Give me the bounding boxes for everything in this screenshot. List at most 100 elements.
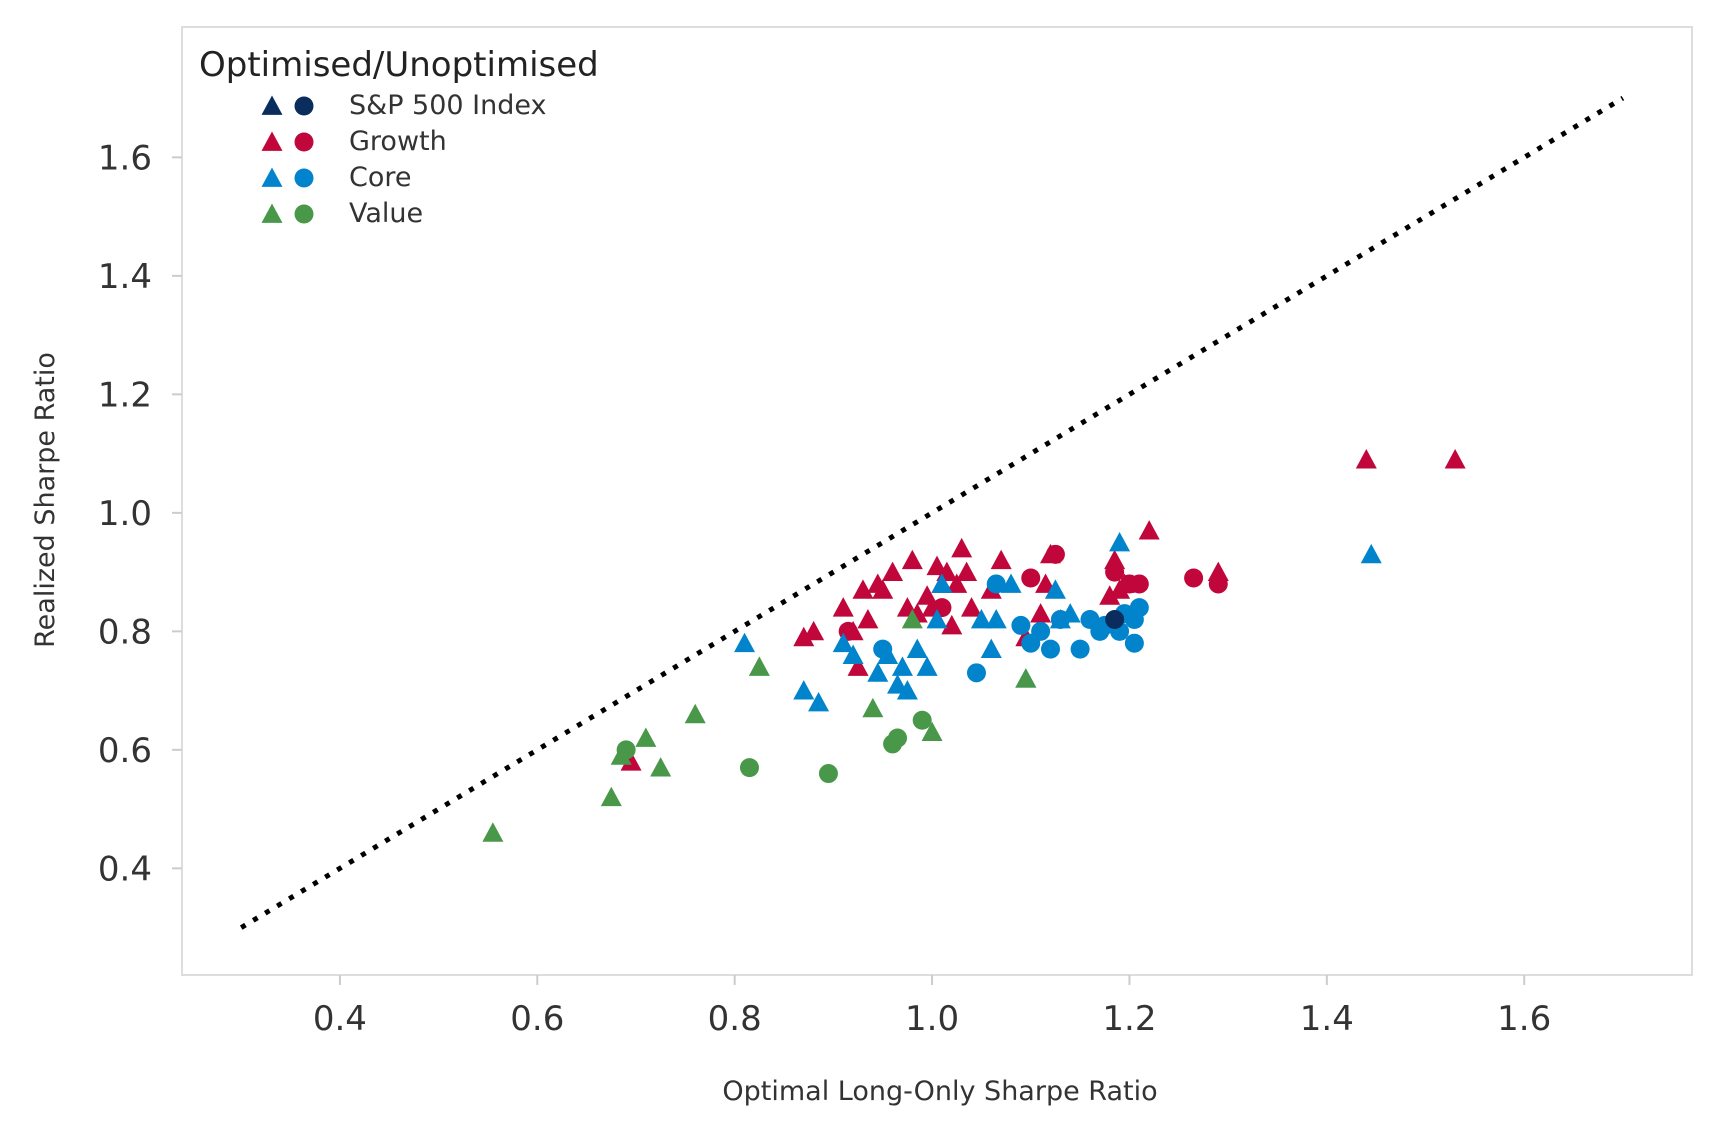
growth-triangle-point — [1444, 449, 1466, 469]
s-p-500-index-circle-point — [1105, 610, 1125, 629]
core-triangle-point — [931, 573, 953, 593]
core-triangle-point — [808, 691, 830, 712]
core-triangle-point — [842, 644, 864, 664]
legend-circle-marker — [294, 168, 314, 188]
growth-triangle-point — [857, 609, 879, 629]
legend-label-value: Value — [349, 198, 423, 229]
core-triangle-point — [1000, 573, 1022, 593]
value-circle-point — [818, 764, 838, 784]
growth-triangle-point — [946, 573, 968, 593]
y-axis-title: Realized Sharpe Ratio — [30, 352, 61, 648]
value-triangle-point — [748, 656, 770, 676]
growth-triangle-point — [793, 626, 815, 647]
growth-circle-point — [1021, 568, 1041, 588]
core-triangle-point — [926, 609, 948, 629]
value-triangle-point — [862, 697, 884, 718]
core-circle-point — [966, 663, 986, 683]
x-tick-label: 1.4 — [1300, 999, 1354, 1039]
growth-triangle-point — [852, 579, 874, 599]
growth-triangle-point — [1099, 585, 1121, 605]
growth-circle-point — [1208, 574, 1228, 594]
core-triangle-point — [985, 609, 1007, 629]
growth-triangle-point — [620, 751, 642, 771]
growth-triangle-point — [1355, 449, 1377, 469]
value-triangle-point — [1015, 668, 1037, 688]
value-triangle-point — [650, 757, 672, 777]
core-triangle-point — [1044, 579, 1066, 599]
growth-triangle-point — [1138, 520, 1160, 540]
legend-triangle-marker — [261, 131, 283, 151]
legend-title: Optimised/Unoptimised — [199, 45, 599, 85]
core-circle-point — [873, 639, 893, 659]
core-triangle-point — [891, 656, 913, 676]
legend-markers — [261, 95, 314, 224]
growth-triangle-point — [1030, 603, 1052, 623]
value-circle-point — [616, 740, 636, 760]
core-triangle-point — [832, 632, 854, 653]
x-tick-label: 0.6 — [510, 999, 564, 1039]
growth-triangle-point — [901, 549, 923, 570]
x-tick-label: 1.6 — [1497, 999, 1551, 1039]
y-tick-label: 1.2 — [98, 375, 152, 415]
core-circle-point — [986, 574, 1006, 594]
core-triangle-point — [970, 609, 992, 629]
data-points — [482, 449, 1466, 842]
core-triangle-point — [916, 656, 938, 676]
core-triangle-point — [1109, 531, 1131, 552]
value-triangle-point — [921, 721, 943, 741]
value-circle-point — [739, 758, 759, 778]
legend-circle-marker — [294, 96, 314, 116]
legend-label-core: Core — [349, 162, 412, 193]
core-circle-point — [1040, 639, 1060, 659]
x-tick-label: 1.0 — [905, 999, 959, 1039]
core-circle-point — [1129, 598, 1149, 618]
growth-triangle-point — [951, 537, 973, 558]
growth-circle-point — [1184, 568, 1204, 588]
legend-label-sp500: S&P 500 Index — [349, 90, 547, 121]
core-circle-point — [1124, 633, 1144, 653]
legend-triangle-marker — [261, 203, 283, 223]
y-tick-label: 0.8 — [98, 612, 152, 652]
y-tick-label: 1.6 — [98, 138, 152, 178]
core-triangle-point — [896, 680, 918, 700]
core-triangle-point — [867, 662, 889, 682]
value-triangle-point — [600, 786, 622, 807]
legend-circle-marker — [294, 132, 314, 152]
growth-triangle-point — [872, 579, 894, 599]
growth-triangle-point — [847, 656, 869, 676]
y-tick-label: 1.0 — [98, 494, 152, 534]
core-circle-point — [1070, 639, 1090, 659]
growth-triangle-point — [832, 597, 854, 617]
growth-triangle-point — [803, 620, 825, 641]
growth-triangle-point — [956, 561, 978, 582]
growth-triangle-point — [961, 597, 983, 617]
core-triangle-point — [1360, 543, 1382, 564]
x-tick-label: 1.2 — [1102, 999, 1156, 1039]
axis-ticks: 0.4 0.6 0.8 1.0 1.2 1.4 1.6 0.4 0.6 0.8 1.0 1.2 1.4 1… — [98, 138, 1551, 1039]
growth-triangle-point — [882, 561, 904, 582]
x-tick-label: 0.8 — [708, 999, 762, 1039]
y-tick-label: 1.4 — [98, 257, 152, 297]
legend: Optimised/Unoptimised S&P 500 Index Grow… — [199, 45, 599, 229]
legend-triangle-marker — [261, 167, 283, 187]
core-triangle-point — [793, 680, 815, 700]
plot-frame — [181, 26, 1693, 976]
value-triangle-point — [901, 609, 923, 629]
value-triangle-point — [482, 822, 504, 842]
core-triangle-point — [906, 638, 928, 659]
core-triangle-point — [734, 632, 756, 653]
growth-circle-point — [1045, 544, 1065, 564]
y-tick-label: 0.4 — [98, 849, 152, 889]
reference-line-dotted — [239, 95, 1625, 930]
value-circle-point — [912, 710, 932, 730]
growth-triangle-point — [941, 614, 963, 635]
growth-circle-point — [1129, 574, 1149, 594]
growth-circle-point — [1105, 562, 1125, 582]
core-triangle-point — [980, 638, 1002, 659]
y-tick-label: 0.6 — [98, 731, 152, 771]
core-circle-point — [1050, 610, 1070, 629]
core-circle-point — [1011, 615, 1031, 635]
core-circle-point — [1031, 621, 1051, 641]
x-tick-label: 0.4 — [313, 999, 367, 1039]
